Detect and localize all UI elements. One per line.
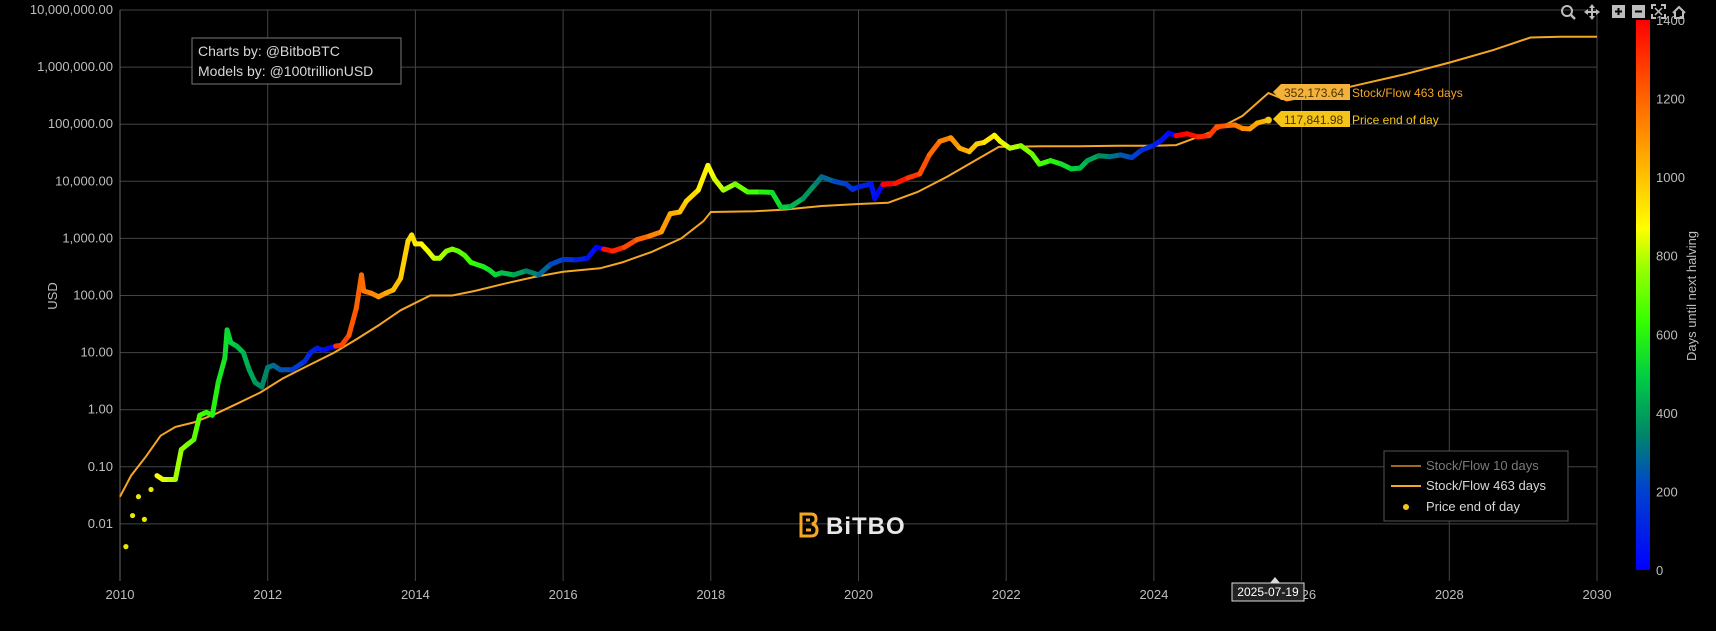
y-tick-label: 0.01 <box>88 516 113 531</box>
x-tick-label: 2022 <box>992 587 1021 602</box>
hover-price-value: 117,841.98 <box>1284 113 1343 127</box>
hover-price-label: Price end of day <box>1352 113 1439 127</box>
legend-label-price: Price end of day <box>1426 499 1520 514</box>
price-point-latest <box>1264 116 1272 124</box>
price-point <box>141 516 147 522</box>
hover-sf-label: Stock/Flow 463 days <box>1352 86 1463 100</box>
bitbo-logo-text: BiTBO <box>826 513 906 540</box>
colorbar-tick-label: 600 <box>1656 327 1678 342</box>
x-tick-label: 2030 <box>1583 587 1612 602</box>
x-tick-label: 2028 <box>1435 587 1464 602</box>
colorbar-tick-label: 1400 <box>1656 13 1685 28</box>
y-tick-label: 1,000.00 <box>62 230 113 245</box>
zoom-out-icon[interactable] <box>1632 5 1645 18</box>
price-segment <box>209 379 221 418</box>
hover-date-annotation: 2025-07-19 <box>1231 577 1305 602</box>
price-segment <box>683 187 701 204</box>
price-segment <box>172 447 184 482</box>
legend-item-sf463[interactable]: Stock/Flow 463 days <box>1391 478 1546 493</box>
price-segment <box>695 162 711 193</box>
colorbar-label: Days until next halving <box>1684 231 1699 361</box>
price-point <box>123 544 129 550</box>
price-point <box>129 512 136 519</box>
hover-sf-value: 352,173.64 <box>1284 86 1344 100</box>
bitbo-logo-icon <box>799 512 819 538</box>
colorbar-ticks: 0 200 400 600 800 1000 1200 1400 <box>1656 13 1685 578</box>
hover-price-annotation: 117,841.98 Price end of day <box>1273 111 1439 127</box>
price-segment <box>705 162 717 182</box>
x-tick-label: 2024 <box>1139 587 1168 602</box>
reset-axes-icon[interactable] <box>1672 5 1686 19</box>
credits-line-models: Models by: @100trillionUSD <box>198 63 373 79</box>
zoom-in-icon[interactable] <box>1612 5 1625 18</box>
price-segment <box>191 412 203 443</box>
colorbar: 0 200 400 600 800 1000 1200 1400 Days until nex… <box>1636 13 1699 578</box>
credits-line-charts: Charts by: @BitboBTC <box>198 43 340 59</box>
colorbar-tick-label: 200 <box>1656 484 1678 499</box>
grid <box>119 9 1598 581</box>
price-segment <box>358 272 367 294</box>
legend-item-price[interactable]: Price end of day <box>1403 499 1520 514</box>
x-tick-label: 2016 <box>549 587 578 602</box>
price-segment <box>536 261 554 278</box>
hover-date-label: 2025-07-19 <box>1237 585 1299 599</box>
colorbar-tick-label: 1200 <box>1656 92 1685 107</box>
y-tick-label: 1,000,000.00 <box>37 59 113 74</box>
colorbar-gradient <box>1636 20 1650 570</box>
price-segment <box>398 238 411 281</box>
sf463-line <box>119 35 1597 498</box>
legend[interactable]: Stock/Flow 10 days Stock/Flow 463 days P… <box>1383 450 1569 522</box>
y-tick-label: 10,000.00 <box>55 173 113 188</box>
price-segment <box>917 152 932 177</box>
series-price-end-of-day <box>123 116 1272 550</box>
autoscale-icon[interactable] <box>1651 4 1666 19</box>
x-tick-label: 2012 <box>253 587 282 602</box>
price-segment <box>259 364 271 390</box>
x-tick-label: 2010 <box>106 587 135 602</box>
colorbar-tick-label: 800 <box>1656 249 1678 264</box>
price-segment <box>926 138 943 158</box>
price-segment <box>658 211 673 235</box>
price-point <box>148 486 154 493</box>
price-segment <box>800 181 819 201</box>
price-segment <box>346 305 359 338</box>
price-point <box>135 494 142 500</box>
y-tick-label: 1.00 <box>88 402 113 417</box>
price-segment <box>872 181 886 201</box>
credits-box: Charts by: @BitboBTC Models by: @100tril… <box>191 37 402 85</box>
price-segment <box>289 358 308 373</box>
colorbar-tick-label: 1000 <box>1656 170 1685 185</box>
x-axis-ticks: 2010201220142016201820202022202420262028… <box>106 587 1612 602</box>
colorbar-tick-label: 400 <box>1656 406 1678 421</box>
y-tick-label: 10,000,000.00 <box>30 2 113 17</box>
legend-label-sf463: Stock/Flow 463 days <box>1426 478 1546 493</box>
x-tick-label: 2018 <box>696 587 725 602</box>
series-stock-flow-463 <box>119 35 1597 498</box>
price-segment <box>215 355 228 385</box>
colorbar-tick-label: 0 <box>1656 563 1663 578</box>
price-segment <box>769 189 784 210</box>
hover-sf-annotation: 352,173.64 Stock/Flow 463 days <box>1273 84 1463 100</box>
bitbo-logo: BiTBO <box>799 512 906 540</box>
pan-icon[interactable] <box>1584 4 1600 20</box>
legend-label-sf10: Stock/Flow 10 days <box>1426 458 1539 473</box>
x-tick-label: 2014 <box>401 587 430 602</box>
y-tick-label: 100.00 <box>73 288 113 303</box>
y-axis-ticks: 10,000,000.00 1,000,000.00 100,000.00 10,00… <box>30 2 113 531</box>
y-tick-label: 0.10 <box>88 459 113 474</box>
legend-item-sf10[interactable]: Stock/Flow 10 days <box>1391 458 1539 473</box>
x-tick-label: 2020 <box>844 587 873 602</box>
y-axis-label: USD <box>45 282 60 309</box>
chart-toolbar[interactable] <box>1561 4 1686 20</box>
y-tick-label: 100,000.00 <box>48 116 113 131</box>
price-segment <box>240 350 252 373</box>
zoom-icon[interactable] <box>1561 5 1576 20</box>
y-tick-label: 10.00 <box>80 345 113 360</box>
